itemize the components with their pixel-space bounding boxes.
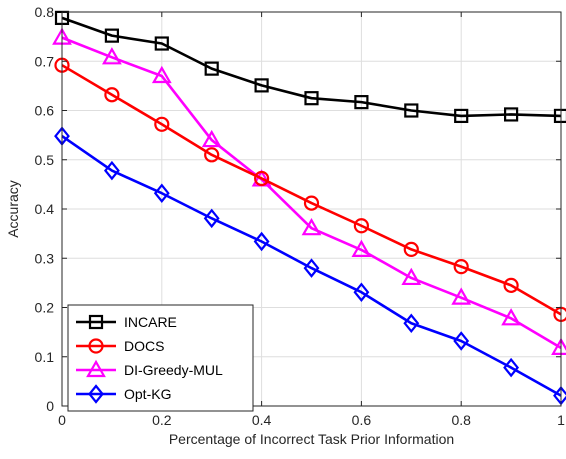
data-point-docs-2 — [154, 116, 170, 132]
legend-label-incare: INCARE — [124, 314, 177, 330]
y-tick-label-8: 0.8 — [35, 4, 55, 20]
data-point-opt-kg-4 — [253, 231, 270, 252]
data-point-docs-6 — [353, 218, 369, 234]
data-point-opt-kg-2 — [153, 183, 170, 203]
data-point-opt-kg-9 — [503, 357, 520, 378]
data-point-incare-4 — [254, 78, 269, 93]
legend-label-docs: DOCS — [124, 338, 164, 354]
data-point-incare-5 — [304, 91, 319, 106]
legend-marker-opt-kg — [88, 384, 104, 404]
data-point-di-greedy-mul-8 — [451, 287, 472, 305]
data-point-opt-kg-1 — [103, 160, 120, 181]
data-point-di-greedy-mul-2 — [151, 65, 172, 84]
data-point-di-greedy-mul-6 — [351, 239, 372, 257]
y-tick-label-3: 0.3 — [35, 250, 55, 266]
x-tick-label-2: 0.4 — [252, 412, 272, 428]
data-point-incare-7 — [404, 103, 419, 118]
data-point-incare-2 — [154, 36, 169, 51]
x-axis-label: Percentage of Incorrect Task Prior Infor… — [169, 431, 454, 447]
x-tick-label-4: 0.8 — [451, 412, 471, 428]
data-point-incare-8 — [454, 108, 469, 124]
data-point-incare-3 — [204, 61, 219, 76]
y-axis-label: Accuracy — [5, 180, 21, 238]
x-tick-label-3: 0.6 — [352, 412, 372, 428]
series-opt-kg — [54, 126, 566, 406]
axes — [61, 11, 562, 407]
data-point-incare-6 — [354, 95, 369, 110]
x-tick-label-1: 0.2 — [152, 412, 172, 428]
legend: INCARE DOCS DI-Greedy-MUL Opt-KG — [67, 304, 254, 412]
legend-marker-di-greedy-mul — [86, 359, 106, 378]
data-point-opt-kg-5 — [303, 258, 320, 278]
data-point-incare-1 — [104, 28, 120, 43]
y-tick-label-6: 0.6 — [35, 103, 55, 119]
x-tick-label-5: 1 — [557, 412, 565, 428]
series-line-opt-kg — [61, 135, 562, 397]
y-tick-label-2: 0.2 — [35, 300, 55, 316]
tick-labels: 0 0.2 0.4 0.6 0.8 1 0 0.1 0.2 0.3 0.4 0.5 0.6 0.7 0.8 — [35, 4, 566, 428]
series-line-incare — [61, 16, 562, 118]
legend-item-incare: INCARE — [76, 314, 177, 330]
legend-item-opt-kg: Opt-KG — [76, 384, 171, 404]
data-point-docs-4 — [254, 170, 270, 187]
data-point-docs-7 — [403, 241, 419, 257]
data-point-docs-9 — [503, 277, 519, 293]
data-point-opt-kg-3 — [203, 208, 220, 229]
legend-marker-incare — [88, 314, 104, 330]
series-line-di-greedy-mul — [61, 36, 562, 349]
data-point-di-greedy-mul-3 — [201, 129, 222, 148]
series-incare — [54, 10, 566, 124]
data-point-opt-kg-8 — [453, 331, 470, 351]
legend-label-di-greedy-mul: DI-Greedy-MUL — [124, 362, 223, 378]
y-tick-label-7: 0.7 — [35, 53, 55, 69]
data-point-opt-kg-7 — [403, 313, 420, 334]
y-tick-label-4: 0.4 — [35, 201, 55, 217]
x-tick-label-0: 0 — [58, 412, 66, 428]
data-point-docs-8 — [453, 259, 469, 275]
legend-label-opt-kg: Opt-KG — [124, 386, 171, 402]
legend-item-docs: DOCS — [76, 338, 164, 354]
series-group — [52, 10, 566, 406]
data-point-di-greedy-mul-7 — [401, 267, 422, 286]
data-point-di-greedy-mul-9 — [501, 308, 521, 326]
data-point-opt-kg-6 — [353, 282, 370, 302]
y-tick-label-5: 0.5 — [35, 152, 55, 168]
legend-marker-docs — [88, 338, 104, 354]
legend-item-di-greedy-mul: DI-Greedy-MUL — [76, 359, 223, 378]
data-point-docs-1 — [104, 87, 120, 103]
data-point-di-greedy-mul-5 — [301, 217, 322, 236]
data-point-docs-3 — [204, 147, 220, 163]
data-point-incare-9 — [504, 107, 519, 122]
series-line-docs — [61, 64, 562, 316]
y-tick-label-1: 0.1 — [35, 349, 55, 365]
y-tick-label-0: 0 — [46, 398, 54, 414]
data-point-docs-5 — [303, 195, 320, 211]
series-di-greedy-mul — [52, 27, 566, 355]
data-point-di-greedy-mul-1 — [102, 47, 122, 65]
